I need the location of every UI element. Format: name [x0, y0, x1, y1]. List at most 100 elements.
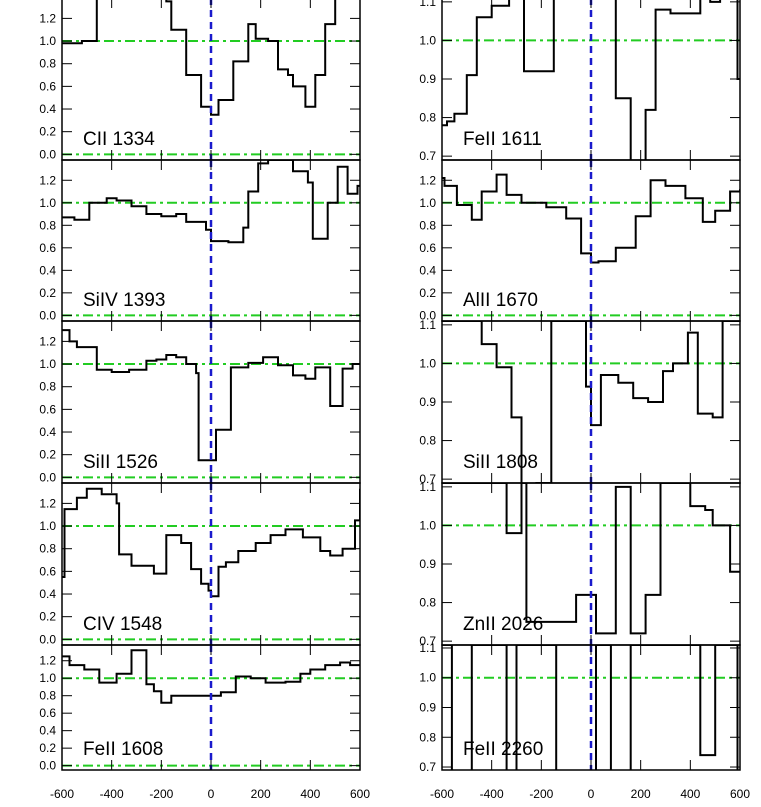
y-tick-label: 0.8 — [39, 380, 56, 394]
y-tick-label: 0.9 — [419, 72, 436, 86]
panel-label: FeII 1608 — [83, 739, 163, 760]
panel-1-2: 0.0 0.2 0.4 0.6 0.8 1.0 1.2 SiIV 1393 — [39, 159, 361, 322]
spectrum-line — [62, 0, 337, 116]
panel-label: FeII 2260 — [463, 739, 543, 760]
x-tick-label: 0 — [208, 787, 215, 801]
spectrum-line — [62, 649, 360, 704]
y-tick-label: 0.4 — [39, 724, 56, 738]
y-tick-label: 0.9 — [419, 701, 436, 715]
y-tick-label: 1.0 — [39, 196, 56, 210]
spectrum-line — [62, 160, 360, 244]
y-tick-label: 1.0 — [39, 671, 56, 685]
panel-2-5: 0.7 0.8 0.9 1.0 1.1 FeII 2260 — [419, 641, 741, 774]
x-tick-label: -400 — [480, 787, 504, 801]
panel-1-1: 0.0 0.2 0.4 0.6 0.8 1.0 1.2 CII 1334 — [39, 0, 361, 161]
spectrum-line — [442, 173, 740, 264]
y-tick-label: 0.4 — [39, 263, 56, 277]
x-tick-label: 400 — [680, 787, 700, 801]
y-tick-label: 1.0 — [39, 357, 56, 371]
panel-2-1: 0.7 0.8 0.9 1.0 1.1 FeII 1611 — [419, 0, 741, 163]
y-tick-label: 0.8 — [419, 730, 436, 744]
panel-2-3: 0.7 0.8 0.9 1.0 1.1 SiII 1808 — [419, 318, 741, 486]
y-tick-label: 0.2 — [39, 286, 56, 300]
y-tick-label: 1.0 — [419, 518, 436, 532]
panel-label: CII 1334 — [83, 129, 155, 150]
y-tick-label: 0.8 — [39, 218, 56, 232]
panel-2-4: 0.7 0.8 0.9 1.0 1.1 ZnII 2026 — [419, 480, 741, 648]
y-tick-label: 0.6 — [39, 706, 56, 720]
y-tick-label: 0.2 — [39, 448, 56, 462]
y-tick-label: 0.0 — [39, 308, 56, 322]
y-tick-label: 1.1 — [419, 318, 436, 332]
panel-1-5: 0.0 0.2 0.4 0.6 0.8 1.0 1.2 FeII 1608 — [39, 644, 361, 773]
x-tick-label: -600 — [430, 787, 454, 801]
spectrum-line — [62, 329, 360, 462]
x-tick-label: 400 — [300, 787, 320, 801]
y-tick-label: 1.0 — [39, 34, 56, 48]
y-tick-label: 1.0 — [419, 356, 436, 370]
y-tick-label: 0.6 — [39, 79, 56, 93]
panel-label: SiII 1526 — [83, 452, 158, 473]
panel-2-2: 0.0 0.2 0.4 0.6 0.8 1.0 1.2 AlII 1670 — [419, 159, 741, 322]
x-tick-label: -400 — [100, 787, 124, 801]
panel-label: CIV 1548 — [83, 614, 162, 635]
y-tick-label: 0.2 — [39, 125, 56, 139]
y-tick-label: 0.8 — [419, 596, 436, 610]
y-tick-label: 1.2 — [39, 654, 56, 668]
y-tick-label: 0.8 — [419, 218, 436, 232]
y-tick-label: 0.7 — [419, 760, 436, 774]
spectrum-line — [62, 487, 360, 598]
panel-label: SiII 1808 — [463, 452, 538, 473]
x-tick-label: 0 — [588, 787, 595, 801]
x-tick-label: -600 — [50, 787, 74, 801]
panel-label: FeII 1611 — [463, 129, 542, 150]
y-tick-label: 0.0 — [419, 308, 436, 322]
y-tick-label: 1.2 — [39, 173, 56, 187]
y-tick-label: 0.6 — [39, 564, 56, 578]
y-tick-label: 0.4 — [39, 587, 56, 601]
y-tick-label: 1.1 — [419, 480, 436, 494]
y-tick-label: 0.8 — [39, 689, 56, 703]
y-tick-label: 1.1 — [419, 641, 436, 655]
panel-1-3: 0.0 0.2 0.4 0.6 0.8 1.0 1.2 SiII 1526 — [39, 320, 361, 484]
x-tick-label: -200 — [529, 787, 553, 801]
y-tick-label: 1.2 — [39, 334, 56, 348]
y-tick-label: 0.4 — [39, 102, 56, 116]
spectrum-line — [442, 645, 739, 770]
x-tick-label: 200 — [251, 787, 271, 801]
y-tick-label: 1.0 — [419, 33, 436, 47]
y-tick-label: 0.7 — [419, 472, 436, 486]
y-tick-label: 0.9 — [419, 557, 436, 571]
spectrum-line — [442, 0, 740, 160]
y-tick-label: 1.2 — [39, 11, 56, 25]
y-tick-label: 0.4 — [39, 425, 56, 439]
panel-label: AlII 1670 — [463, 290, 538, 311]
x-tick-label: 600 — [730, 787, 750, 801]
x-tick-label: -200 — [149, 787, 173, 801]
y-tick-label: 0.0 — [39, 147, 56, 161]
y-tick-label: 1.2 — [419, 173, 436, 187]
y-tick-label: 0.6 — [39, 241, 56, 255]
y-tick-label: 1.0 — [39, 519, 56, 533]
y-tick-label: 1.0 — [419, 196, 436, 210]
panel-label: ZnII 2026 — [463, 614, 543, 635]
y-tick-label: 0.8 — [419, 111, 436, 125]
spectrum-line — [442, 321, 740, 483]
y-tick-label: 0.6 — [419, 241, 436, 255]
y-tick-label: 0.0 — [39, 470, 56, 484]
y-tick-label: 0.2 — [419, 286, 436, 300]
y-tick-label: 0.7 — [419, 634, 436, 648]
panel-1-4: 0.0 0.2 0.4 0.6 0.8 1.0 1.2 CIV 1548 — [39, 482, 361, 646]
x-tick-label: 200 — [631, 787, 651, 801]
y-tick-label: 0.9 — [419, 395, 436, 409]
y-tick-label: 0.8 — [419, 434, 436, 448]
y-tick-label: 0.2 — [39, 610, 56, 624]
y-tick-label: 1.2 — [39, 496, 56, 510]
y-tick-label: 1.0 — [419, 671, 436, 685]
y-tick-label: 0.7 — [419, 149, 436, 163]
y-tick-label: 0.6 — [39, 402, 56, 416]
y-tick-label: 0.0 — [39, 759, 56, 773]
y-tick-label: 1.1 — [419, 0, 436, 9]
spectrum-line — [442, 483, 740, 635]
